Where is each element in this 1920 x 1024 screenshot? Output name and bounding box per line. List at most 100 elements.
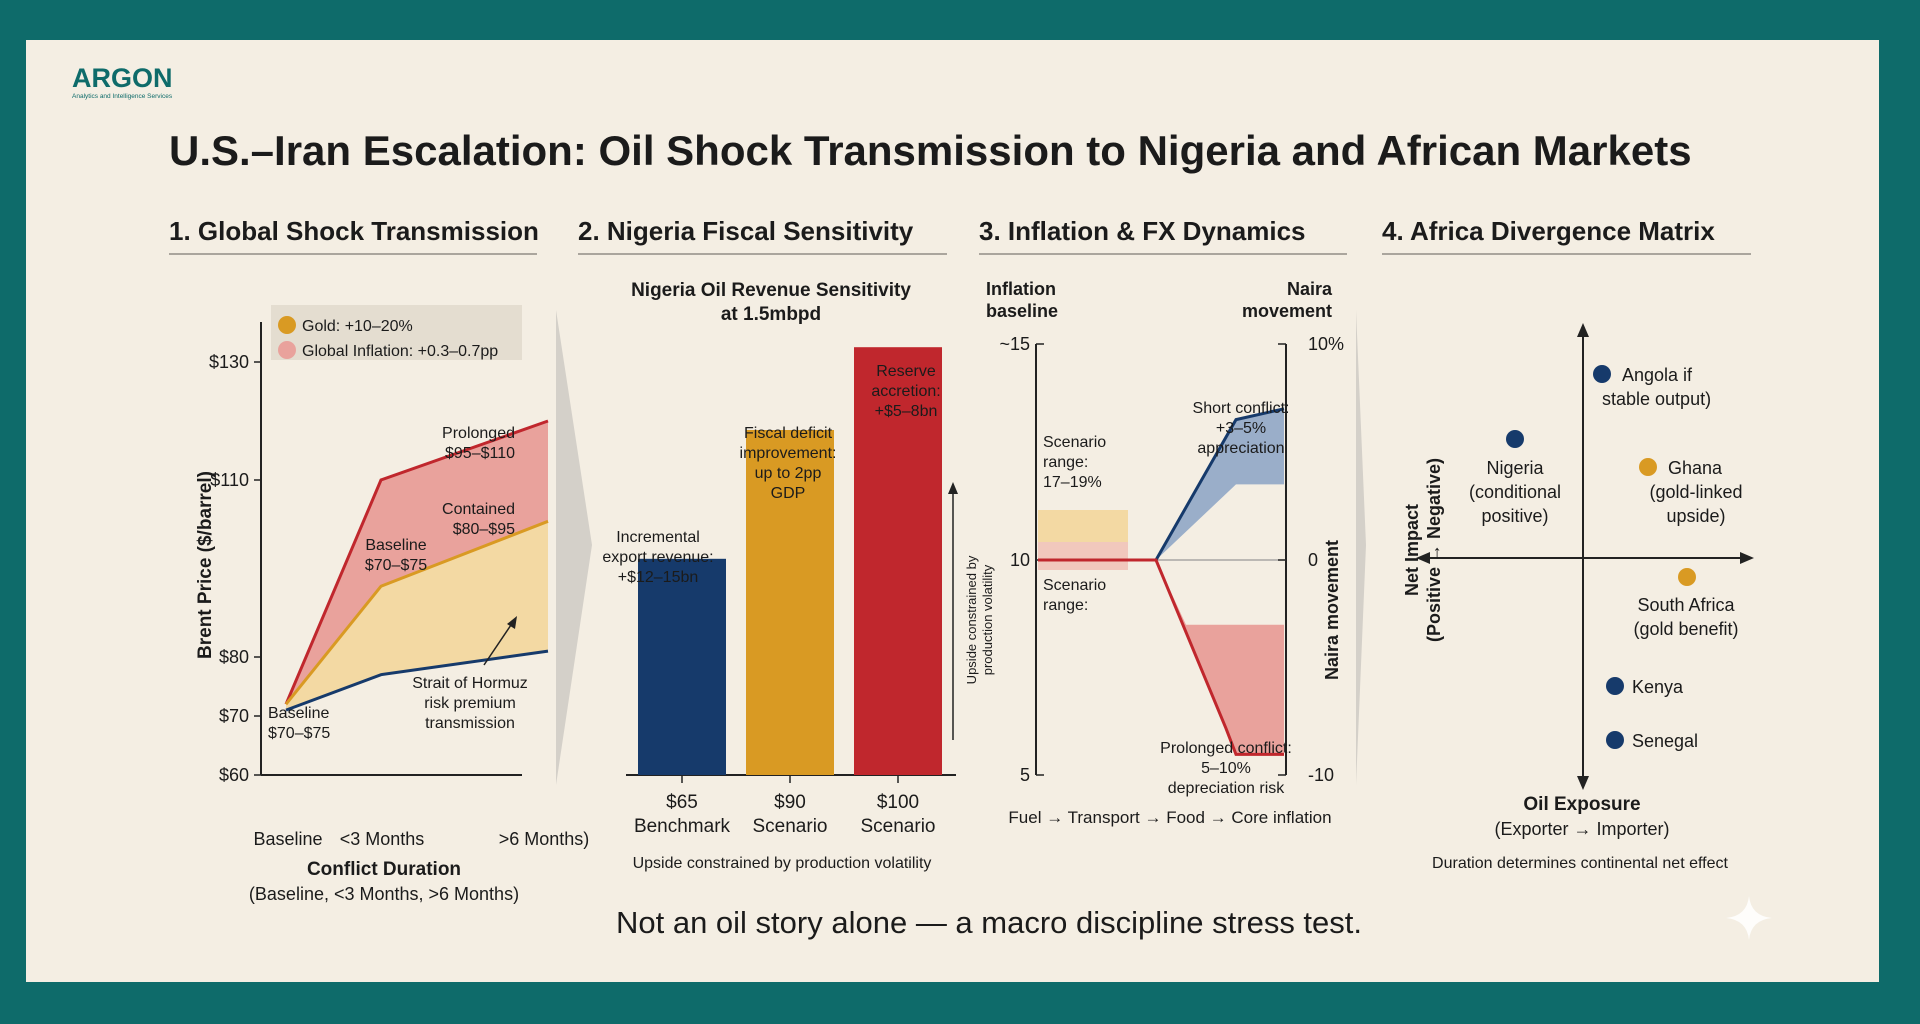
section-title-fiscal: 2. Nigeria Fiscal Sensitivity xyxy=(578,216,914,246)
x-axis-label: Conflict Duration xyxy=(307,859,461,880)
label-baseline-low-range: $70–$75 xyxy=(268,725,330,742)
legend-inflation: Global Inflation: +0.3–0.7pp xyxy=(302,343,498,360)
label-hormuz: Strait of Hormuz xyxy=(412,675,528,692)
y-tick-label: $110 xyxy=(210,470,249,490)
x-tick-label: Baseline xyxy=(253,829,322,849)
panel-africa-matrix: Angola if stable output) Nigeria (condit… xyxy=(1402,323,1754,872)
y-axis-sublabel: (Positive → Negative) xyxy=(1424,458,1444,642)
x-tick-label: >6 Months) xyxy=(499,829,590,849)
left-axis-header-2: baseline xyxy=(986,301,1058,321)
legend-inflation-swatch xyxy=(278,341,296,359)
bar-category-label: Benchmark xyxy=(634,816,731,837)
bar xyxy=(854,347,942,775)
bar-category-label: Scenario xyxy=(753,816,828,837)
side-note: Upside constrained by xyxy=(964,555,979,684)
bar-category-value: $65 xyxy=(666,792,698,813)
point-south-africa xyxy=(1678,568,1696,586)
logo-tagline: Analytics and Intelligence Services xyxy=(72,93,173,100)
scenario-range-label: Scenario xyxy=(1043,434,1106,451)
label-contained-range: $80–$95 xyxy=(453,521,515,538)
right-axis-title: Naira movement xyxy=(1322,540,1342,680)
chart-subtitle: at 1.5mbpd xyxy=(721,304,821,325)
bar-category-label: Scenario xyxy=(861,816,936,837)
bar-category-value: $90 xyxy=(774,792,806,813)
duration-note: Duration determines continental net effe… xyxy=(1432,855,1728,872)
label-baseline-range: $70–$75 xyxy=(365,557,427,574)
annotation-export-revenue-2: export revenue: xyxy=(602,549,713,566)
y-arrow-up xyxy=(1577,323,1589,337)
y-tick-label: $130 xyxy=(209,352,249,372)
prolonged-conflict-value: 5–10% xyxy=(1201,760,1251,777)
left-tick-label: ~15 xyxy=(999,334,1030,354)
section-title-africa-matrix: 4. Africa Divergence Matrix xyxy=(1382,216,1715,246)
label-nigeria-2: (conditional xyxy=(1469,482,1561,502)
hormuz-arrow xyxy=(483,621,514,666)
label-ghana-3: upside) xyxy=(1666,506,1725,526)
x-tick-label: <3 Months xyxy=(340,829,425,849)
scenario-range-label-b: Scenario xyxy=(1043,577,1106,594)
label-senegal: Senegal xyxy=(1632,731,1698,751)
axis-ticks: ~15 10 5 10% 0 -10 xyxy=(999,334,1344,785)
x-axis-sublabel: (Baseline, <3 Months, >6 Months) xyxy=(249,884,519,904)
annotation-deficit: Fiscal deficit xyxy=(744,425,833,442)
upside-arrowhead xyxy=(948,482,958,494)
appreciation-band xyxy=(1156,408,1284,560)
y-tick-label: $60 xyxy=(219,765,249,785)
scenario-areas xyxy=(284,419,549,712)
legend-gold: Gold: +10–20% xyxy=(302,318,413,335)
annotation-export-revenue-3: +$12–15bn xyxy=(618,569,699,586)
right-axis-header: Naira xyxy=(1287,279,1333,299)
label-baseline: Baseline xyxy=(365,537,426,554)
transmission-chain: Fuel → Transport → Food → Core inflation xyxy=(1008,808,1331,827)
annotation-export-revenue: Incremental xyxy=(616,529,700,546)
area-prolonged xyxy=(286,421,548,705)
scenario-range-label-b2: range: xyxy=(1043,597,1088,614)
label-hormuz-2: risk premium xyxy=(424,695,516,712)
bar-category-value: $100 xyxy=(877,792,919,813)
scenario-band xyxy=(1038,510,1128,542)
panel-fiscal: Nigeria Oil Revenue Sensitivity at 1.5mb… xyxy=(602,280,995,872)
point-nigeria xyxy=(1506,430,1524,448)
section-title-global-shock: 1. Global Shock Transmission xyxy=(169,216,539,246)
label-ghana-2: (gold-linked xyxy=(1649,482,1742,502)
short-conflict-label: Short conflict: xyxy=(1193,400,1290,417)
fx-series xyxy=(1038,407,1285,756)
infographic-card: ARGON Analytics and Intelligence Service… xyxy=(26,40,1879,982)
label-south-africa-2: (gold benefit) xyxy=(1633,619,1738,639)
infographic-canvas: ARGON Analytics and Intelligence Service… xyxy=(72,63,1772,940)
panel-inflation-fx: Inflation baseline Naira movement ~15 10 5… xyxy=(986,279,1344,827)
panel-global-shock: $130 $110 $80 $70 $60 Baseline <3 Months >6 Mo… xyxy=(195,305,589,904)
point-ghana xyxy=(1639,458,1657,476)
label-kenya: Kenya xyxy=(1632,677,1684,697)
label-south-africa: South Africa xyxy=(1637,595,1735,615)
line-prolonged xyxy=(284,419,549,705)
x-arrow-left xyxy=(1416,552,1430,564)
bar xyxy=(746,430,834,775)
point-angola xyxy=(1593,365,1611,383)
prolonged-conflict-label: Prolonged conflict: xyxy=(1160,740,1292,757)
point-kenya xyxy=(1606,677,1624,695)
point-senegal xyxy=(1606,731,1624,749)
bars xyxy=(638,347,942,775)
line-contained xyxy=(284,519,549,706)
label-angola-2: stable output) xyxy=(1602,389,1711,409)
annotation-reserve-3: +$5–8bn xyxy=(875,403,938,420)
label-angola: Angola if xyxy=(1622,365,1693,385)
production-note: Upside constrained by production volatil… xyxy=(633,855,932,872)
y-axis-label: Brent Price ($/barrel) xyxy=(195,471,216,659)
label-ghana: Ghana xyxy=(1668,458,1723,478)
depreciation-band xyxy=(1156,560,1284,755)
hormuz-arrowhead xyxy=(507,616,517,629)
y-ticks: $130 $110 $80 $70 $60 xyxy=(209,352,261,785)
annotation-reserve: Reserve xyxy=(876,363,936,380)
logo-name: ARGON xyxy=(72,63,173,93)
argon-logo: ARGON Analytics and Intelligence Service… xyxy=(72,63,173,100)
x-arrow-right xyxy=(1740,552,1754,564)
flow-chevron xyxy=(556,310,592,785)
scenario-range-label-2: range: xyxy=(1043,454,1088,471)
annotation-deficit-2: improvement: xyxy=(740,445,837,462)
annotation-reserve-2: accretion: xyxy=(871,383,940,400)
x-tick-labels: Baseline <3 Months >6 Months) xyxy=(253,829,589,849)
left-axis-header: Inflation xyxy=(986,279,1056,299)
legend-box xyxy=(271,305,522,360)
